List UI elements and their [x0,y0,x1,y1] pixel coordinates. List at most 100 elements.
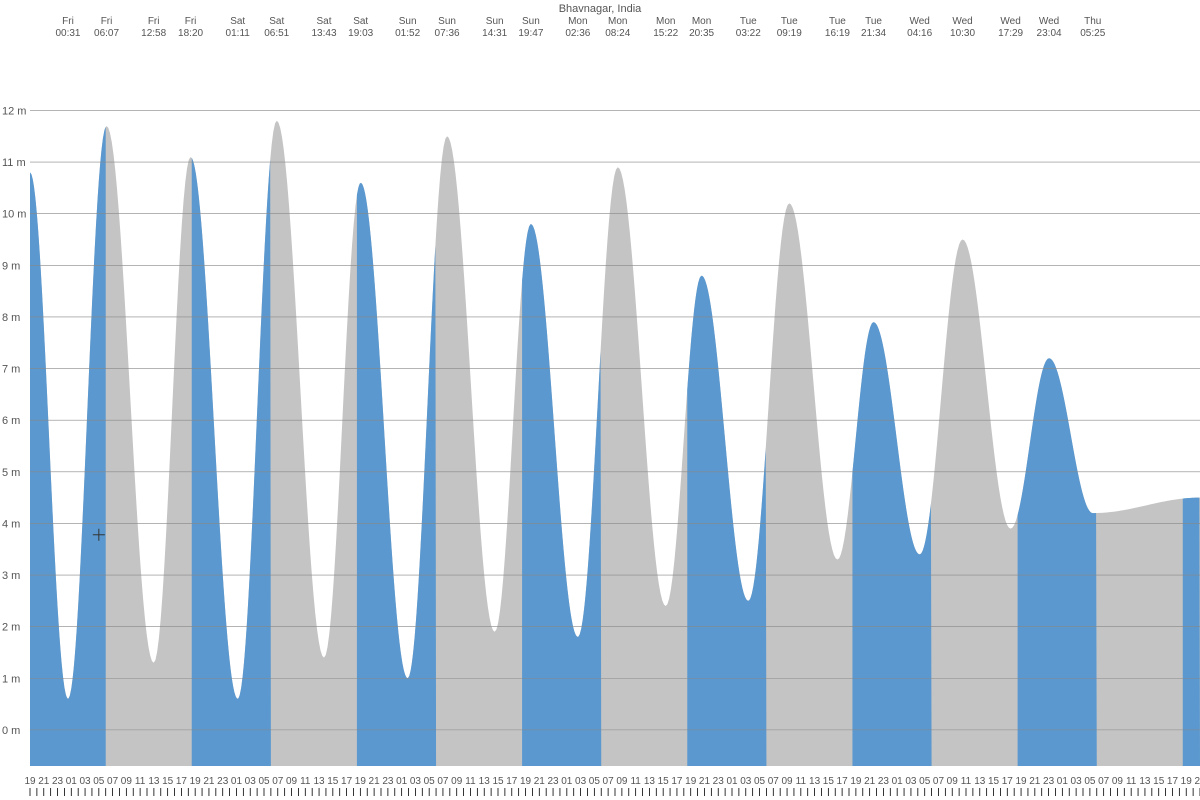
x-tick-label: 03 [1071,776,1083,787]
x-tick-label: 01 [1057,776,1069,787]
y-tick-label: 3 m [2,570,20,582]
tide-event-day: Tue [781,16,798,27]
x-tick-label: 17 [671,776,683,787]
x-tick-label: 23 [1043,776,1055,787]
tide-event-day: Mon [656,16,675,27]
y-tick-label: 2 m [2,622,20,634]
x-tick-label: 05 [754,776,766,787]
tide-event-day: Fri [101,16,113,27]
x-tick-label: 05 [1084,776,1096,787]
tide-chart: 0 m 1 m 2 m 3 m 4 m 5 m 6 m 7 m 8 m 9 m 10 m 11 m 12… [0,0,1200,800]
tide-event-day: Wed [952,16,972,27]
y-tick-label: 8 m [2,312,20,324]
tide-event-time: 14:31 [482,28,507,39]
tide-event-time: 09:19 [777,28,802,39]
tide-event-time: 17:29 [998,28,1023,39]
x-tick-label: 09 [286,776,298,787]
y-tick-label: 12 m [2,105,26,117]
tide-event-time: 19:47 [518,28,543,39]
x-tick-label: 21 [1194,776,1200,787]
x-tick-label: 01 [396,776,408,787]
x-tick-label: 15 [327,776,339,787]
tide-event-day: Sat [353,16,368,27]
y-tick-label: 7 m [2,364,20,376]
x-tick-label: 03 [740,776,752,787]
y-tick-label: 1 m [2,673,20,685]
y-tick-label: 4 m [2,518,20,530]
x-tick-label: 11 [135,776,146,787]
x-tick-label: 19 [24,776,36,787]
y-tick-label: 11 m [2,157,26,169]
x-tick-label: 05 [424,776,436,787]
tide-event-day: Tue [829,16,846,27]
x-tick-label: 07 [437,776,449,787]
x-tick-label: 07 [768,776,780,787]
x-tick-label: 09 [121,776,133,787]
tide-event-time: 06:51 [264,28,289,39]
x-tick-label: 15 [1153,776,1165,787]
y-tick-label: 5 m [2,467,20,479]
x-tick-label: 11 [1126,776,1137,787]
tide-event-day: Tue [740,16,757,27]
x-tick-label: 17 [1167,776,1179,787]
x-tick-label: 07 [1098,776,1110,787]
x-tick-label: 21 [203,776,215,787]
tide-event-time: 01:52 [395,28,420,39]
x-tick-label: 05 [589,776,601,787]
tide-area-night [1183,498,1200,766]
x-tick-label: 09 [1112,776,1124,787]
x-tick-label: 01 [892,776,904,787]
x-tick-label: 19 [850,776,862,787]
tide-event-time: 13:43 [311,28,336,39]
x-tick-label: 03 [575,776,587,787]
x-tick-label: 23 [713,776,725,787]
tide-event-time: 19:03 [348,28,373,39]
x-tick-label: 05 [93,776,105,787]
y-tick-label: 9 m [2,260,20,272]
x-tick-label: 03 [79,776,91,787]
x-tick-label: 01 [66,776,78,787]
x-tick-label: 03 [245,776,257,787]
x-tick-label: 03 [905,776,917,787]
x-tick-label: 07 [107,776,119,787]
y-tick-label: 10 m [2,209,26,221]
tide-event-time: 04:16 [907,28,932,39]
x-tick-label: 19 [520,776,532,787]
x-tick-label: 23 [52,776,64,787]
x-tick-label: 19 [1015,776,1027,787]
y-tick-label: 6 m [2,415,20,427]
x-tick-label: 13 [1139,776,1151,787]
x-tick-label: 13 [644,776,656,787]
x-tick-label: 19 [190,776,202,787]
tide-event-time: 10:30 [950,28,975,39]
tide-event-time: 21:34 [861,28,886,39]
tide-event-day: Sun [522,16,540,27]
x-tick-label: 13 [148,776,160,787]
tide-event-day: Sun [399,16,417,27]
x-tick-label: 01 [561,776,573,787]
x-tick-label: 05 [919,776,931,787]
x-tick-label: 11 [961,776,972,787]
tide-event-day: Tue [865,16,882,27]
x-tick-label: 15 [823,776,835,787]
tide-event-time: 05:25 [1080,28,1105,39]
tide-event-time: 06:07 [94,28,119,39]
y-tick-label: 0 m [2,725,20,737]
x-tick-label: 01 [231,776,243,787]
x-tick-label: 01 [726,776,738,787]
tide-event-time: 12:58 [141,28,166,39]
x-tick-label: 23 [878,776,890,787]
x-tick-label: 07 [272,776,284,787]
tide-event-time: 03:22 [736,28,761,39]
x-tick-label: 17 [506,776,518,787]
x-tick-label: 23 [217,776,229,787]
tide-event-day: Wed [909,16,929,27]
x-tick-label: 11 [300,776,311,787]
tide-event-day: Sun [486,16,504,27]
x-tick-label: 21 [1029,776,1041,787]
x-tick-label: 15 [658,776,670,787]
tide-event-time: 20:35 [689,28,714,39]
x-tick-label: 17 [176,776,188,787]
x-tick-label: 05 [258,776,270,787]
tide-event-day: Sat [230,16,245,27]
